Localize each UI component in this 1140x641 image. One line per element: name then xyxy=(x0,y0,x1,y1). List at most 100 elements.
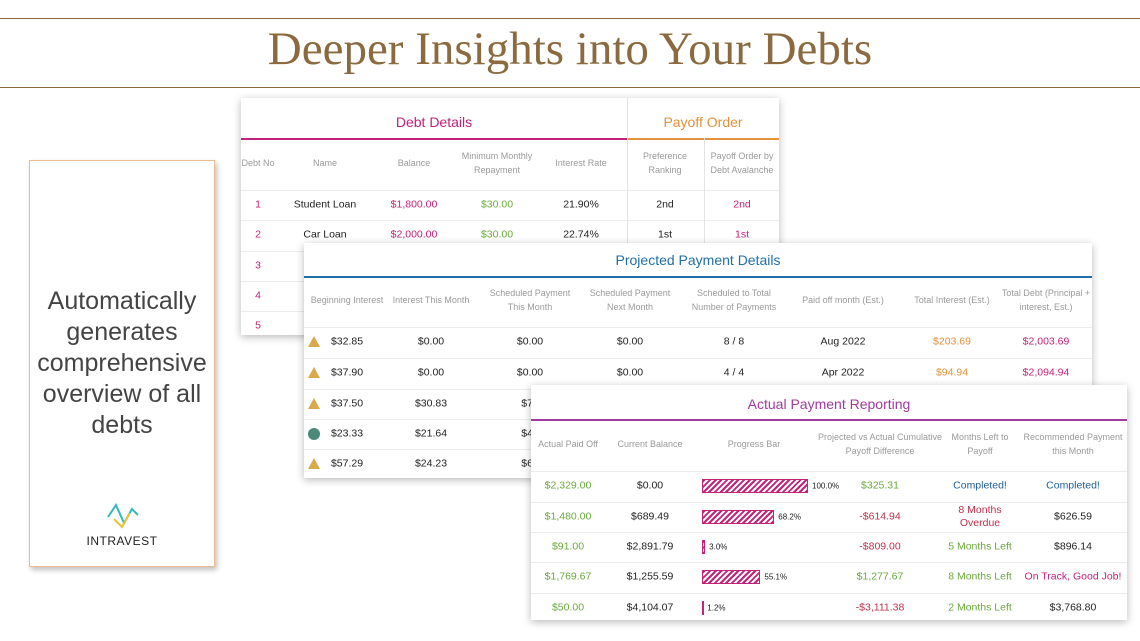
table-cell: Aug 2022 xyxy=(820,335,866,348)
column-header: Total Debt (Principal + interest, Est.) xyxy=(1001,288,1091,312)
column-header: Months Left to Payoff xyxy=(951,432,1009,456)
section-title: Actual Payment Reporting xyxy=(747,396,911,412)
table-cell: $37.50 xyxy=(330,397,364,410)
row-separator xyxy=(531,471,1127,472)
section-title: Projected Payment Details xyxy=(615,252,781,268)
column-header: Actual Paid Off xyxy=(538,439,598,449)
table-cell: 4 / 4 xyxy=(723,366,745,379)
column-header: Interest Rate xyxy=(555,158,607,168)
progress-bar xyxy=(702,570,761,584)
table-cell: $2,003.69 xyxy=(1022,335,1070,348)
table-cell: 22.74% xyxy=(563,228,599,241)
table-cell: $2,891.79 xyxy=(626,540,674,553)
section-underline xyxy=(304,276,1092,278)
table-cell: $0.00 xyxy=(417,366,445,379)
table-cell: -$809.00 xyxy=(859,540,901,553)
table-cell: Completed! xyxy=(1046,479,1100,492)
table-cell: $626.59 xyxy=(1054,510,1092,523)
column-header: Recommended Payment this Month xyxy=(1023,432,1123,456)
table-cell: $32.85 xyxy=(330,335,364,348)
brand-logo xyxy=(107,502,139,529)
sidebar-text: Automatically generates comprehensive ov… xyxy=(37,287,207,439)
section-underline xyxy=(241,138,627,140)
table-cell: $203.69 xyxy=(933,335,971,348)
progress-label: 1.2% xyxy=(707,603,726,613)
table-cell: Completed! xyxy=(953,479,1007,492)
progress-label: 68.2% xyxy=(778,512,801,522)
status-icon xyxy=(308,398,320,409)
table-cell: 2 Months Left xyxy=(948,601,1012,614)
table-cell: Apr 2022 xyxy=(821,366,865,379)
column-header: Projected vs Actual Cumulative Payoff Di… xyxy=(817,432,943,456)
table-cell: $0.00 xyxy=(417,335,445,348)
table-cell: $50.00 xyxy=(551,601,585,614)
row-separator xyxy=(304,327,1092,328)
table-cell: $0.00 xyxy=(516,335,544,348)
column-header: Beginning Interest xyxy=(310,295,384,305)
sidebar-card: Automatically generates comprehensive ov… xyxy=(29,160,215,567)
progress-label: 3.0% xyxy=(709,542,728,552)
table-cell: Car Loan xyxy=(303,228,347,241)
progress-label: 100.0% xyxy=(812,481,840,491)
section-title: Payoff Order xyxy=(663,114,743,130)
row-separator xyxy=(241,190,779,191)
column-divider xyxy=(627,98,628,335)
table-cell: 4 xyxy=(255,289,261,302)
progress-bar xyxy=(702,510,775,524)
table-cell: $1,255.59 xyxy=(626,570,674,583)
table-cell: 2nd xyxy=(656,198,674,211)
slide-title: Deeper Insights into Your Debts xyxy=(267,23,873,75)
column-header: Debt No xyxy=(241,158,275,168)
row-separator xyxy=(531,502,1127,503)
table-cell: $37.90 xyxy=(330,366,364,379)
table-cell: $57.29 xyxy=(330,457,364,470)
table-cell: -$614.94 xyxy=(859,510,901,523)
table-cell: 1st xyxy=(734,228,749,241)
progress-bar xyxy=(702,540,706,554)
table-cell: Student Loan xyxy=(293,198,357,211)
row-separator xyxy=(531,562,1127,563)
column-header: Paid off month (Est.) xyxy=(802,295,884,305)
table-cell: $4,104.07 xyxy=(626,601,674,614)
table-cell: 3 xyxy=(255,259,261,272)
progress-label: 55.1% xyxy=(764,572,788,582)
section-underline xyxy=(627,138,779,140)
table-cell: $3,768.80 xyxy=(1049,601,1097,614)
table-cell: 8 Months Overdue xyxy=(958,504,1002,529)
table-cell: $2,329.00 xyxy=(544,479,592,492)
bottom-rule xyxy=(0,87,1140,88)
column-header: Scheduled to Total Number of Payments xyxy=(691,288,777,312)
table-cell: $1,480.00 xyxy=(544,510,592,523)
table-panel: Actual Payment Reporting Actual Paid Off $… xyxy=(531,385,1127,620)
status-icon xyxy=(308,428,320,440)
table-cell: $1,800.00 xyxy=(390,198,438,211)
column-divider xyxy=(704,138,705,335)
table-cell: $0.00 xyxy=(616,335,644,348)
table-cell: $2,000.00 xyxy=(390,228,438,241)
table-cell: $0.00 xyxy=(636,479,664,492)
table-cell: $91.00 xyxy=(551,540,585,553)
section-title: Debt Details xyxy=(395,114,473,130)
column-header: Current Balance xyxy=(617,439,683,449)
column-header: Total Interest (Est.) xyxy=(914,295,990,305)
table-cell: $896.14 xyxy=(1054,540,1092,553)
table-cell: 5 xyxy=(255,319,261,332)
column-header: Progress Bar xyxy=(727,439,781,449)
column-header: Balance xyxy=(397,158,431,168)
table-cell: 2 xyxy=(255,228,261,241)
column-header: Payoff Order by Debt Avalanche xyxy=(710,151,774,175)
status-icon xyxy=(308,367,320,378)
table-cell: 1st xyxy=(657,228,672,241)
table-cell: 2nd xyxy=(733,198,751,211)
row-separator xyxy=(531,593,1127,594)
section-underline xyxy=(531,419,1127,421)
brand-name: INTRAVEST xyxy=(86,534,158,548)
table-cell: $23.33 xyxy=(330,427,364,440)
column-header: Name xyxy=(312,158,337,168)
table-cell: 8 / 8 xyxy=(723,335,745,348)
table-cell: -$3,111.38 xyxy=(855,601,905,614)
progress-bar xyxy=(702,601,704,615)
progress-bar xyxy=(702,479,808,493)
row-separator xyxy=(304,358,1092,359)
